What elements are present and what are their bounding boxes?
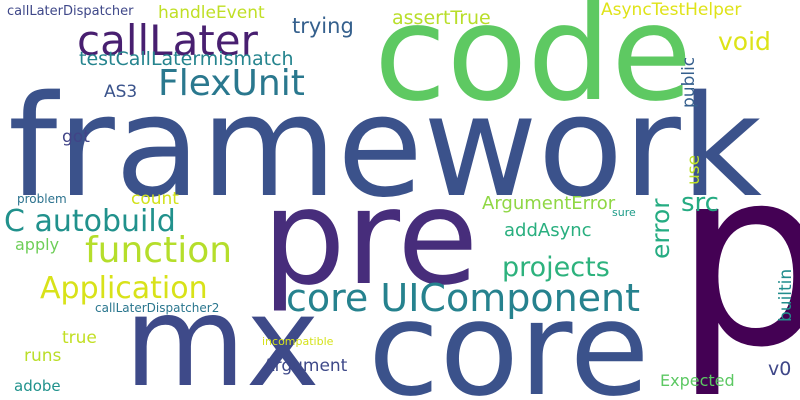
word-handleevent: handleEvent	[158, 3, 265, 23]
word-argument: Argument	[263, 356, 348, 376]
word-src: src	[681, 188, 719, 218]
word-addasync: addAsync	[504, 220, 592, 241]
word-v0: v0	[768, 358, 792, 380]
word-pre: pre	[262, 161, 479, 315]
word-problem: problem	[17, 192, 67, 206]
word-as3: AS3	[104, 82, 138, 102]
word-incompatible: incompatible	[262, 335, 334, 348]
word-calllater: callLater	[77, 16, 258, 65]
word-asynctesthelper: AsyncTestHelper	[601, 0, 742, 20]
word-application: Application	[40, 271, 208, 306]
word-expected: Expected	[660, 371, 735, 390]
word-asserttrue: assertTrue	[392, 7, 491, 29]
word-calllaterdispatcher: callLaterDispatcher	[7, 4, 134, 19]
word-code: code	[374, 0, 693, 131]
word-error: error	[646, 198, 675, 259]
word-framework: framework	[8, 66, 762, 229]
word-count: count	[131, 189, 179, 209]
word-sure: sure	[612, 206, 636, 219]
word-core-uicomponent: core UIComponent	[286, 276, 641, 320]
word-argumenterror: ArgumentError	[482, 193, 616, 214]
word-testcalllatermismatch: testCallLatermismatch	[79, 48, 294, 70]
word-p: p	[674, 116, 800, 400]
word-mx: mx	[124, 270, 320, 400]
word-runs: runs	[24, 346, 62, 366]
word-true: true	[62, 328, 97, 348]
word-flexunit: FlexUnit	[158, 63, 305, 104]
word-void: void	[718, 27, 771, 56]
word-apply: apply	[15, 235, 60, 254]
word-trying: trying	[292, 14, 354, 38]
word-core: core	[368, 273, 650, 400]
word-use: use	[684, 154, 704, 185]
word-adobe: adobe	[14, 377, 61, 395]
word-builtin: builtin	[776, 268, 796, 322]
word-function: function	[85, 230, 233, 271]
word-calllaterdispatcher2: callLaterDispatcher2	[95, 301, 220, 315]
word-public: public	[679, 56, 699, 108]
word-c-autobuild: C autobuild	[4, 204, 176, 239]
word-projects: projects	[502, 252, 610, 283]
word-got: got	[62, 127, 90, 147]
